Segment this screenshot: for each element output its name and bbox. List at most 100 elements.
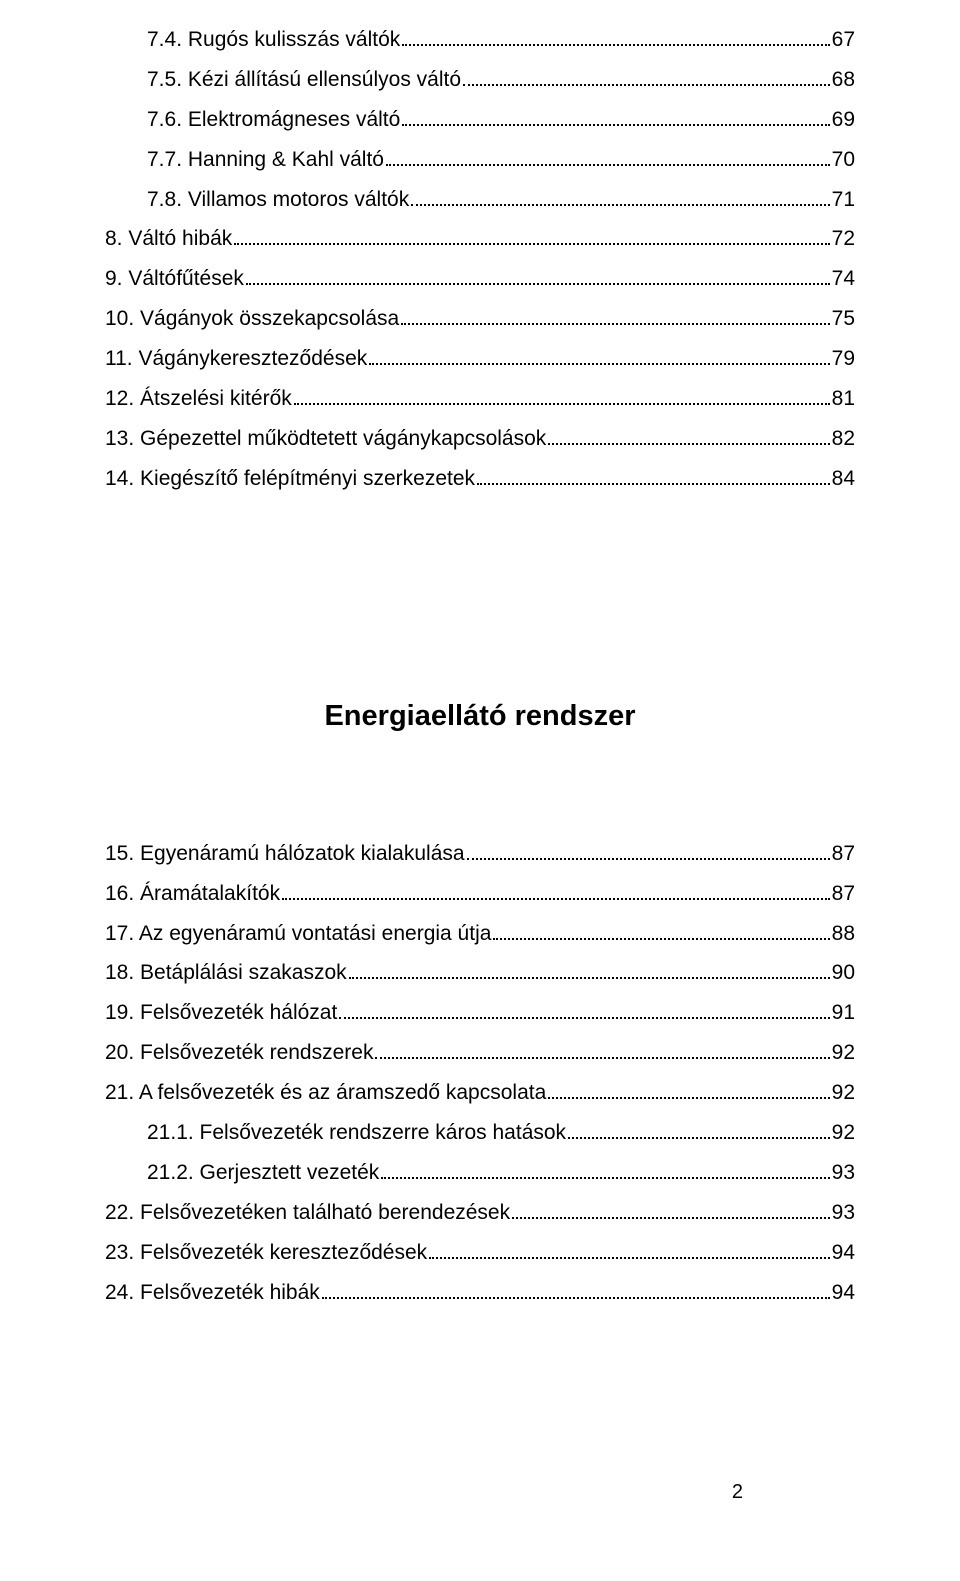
- toc-entry-page: 75: [832, 299, 855, 339]
- toc-leader-dots: [381, 1158, 829, 1179]
- toc-entry: 24. Felsővezeték hibák 94: [105, 1273, 855, 1313]
- toc-entry-page: 87: [832, 834, 855, 874]
- page: { "toc_top": [ { "indent": 1, "label": "…: [105, 20, 855, 1541]
- toc-entry-label: 7.5. Kézi állítású ellensúlyos váltó: [147, 60, 461, 100]
- toc-entry-page: 91: [832, 993, 855, 1033]
- toc-entry-label: 22. Felsővezetéken található berendezése…: [105, 1193, 510, 1233]
- toc-entry: 18. Betáplálási szakaszok 90: [105, 953, 855, 993]
- toc-entry-page: 92: [832, 1113, 855, 1153]
- toc-entry-label: 16. Áramátalakítók: [105, 874, 280, 914]
- section-heading: Energiaellátó rendszer: [105, 689, 855, 744]
- toc-entry-page: 81: [832, 379, 855, 419]
- toc-entry-label: 13. Gépezettel működtetett vágánykapcsol…: [105, 419, 546, 459]
- toc-entry-page: 93: [832, 1153, 855, 1193]
- toc-section-top: 7.4. Rugós kulisszás váltók677.5. Kézi á…: [105, 20, 855, 499]
- toc-entry-label: 15. Egyenáramú hálózatok kialakulása: [105, 834, 465, 874]
- toc-entry-label: 7.4. Rugós kulisszás váltók: [147, 20, 400, 60]
- toc-entry-label: 14. Kiegészítő felépítményi szerkezetek: [105, 459, 475, 499]
- toc-entry-label: 7.8. Villamos motoros váltók: [147, 180, 409, 220]
- toc-entry: 17. Az egyenáramú vontatási energia útja…: [105, 914, 855, 954]
- toc-entry-label: 7.6. Elektromágneses váltó: [147, 100, 400, 140]
- toc-entry: 13. Gépezettel működtetett vágánykapcsol…: [105, 419, 855, 459]
- toc-entry-label: 8. Váltó hibák: [105, 219, 232, 259]
- toc-leader-dots: [548, 1078, 829, 1099]
- page-number: 2: [732, 1473, 743, 1511]
- toc-leader-dots: [429, 1238, 829, 1259]
- toc-entry-label: 17. Az egyenáramú vontatási energia útja: [105, 914, 491, 954]
- toc-entry-label: 9. Váltófűtések: [105, 259, 244, 299]
- toc-entry: 8. Váltó hibák 72: [105, 219, 855, 259]
- toc-leader-dots: [322, 1278, 830, 1299]
- toc-leader-dots: [512, 1198, 830, 1219]
- toc-entry-label: 21.1. Felsővezeték rendszerre káros hatá…: [147, 1113, 566, 1153]
- toc-leader-dots: [463, 65, 830, 86]
- toc-entry-page: 87: [832, 874, 855, 914]
- toc-entry-label: 12. Átszelési kitérők: [105, 379, 292, 419]
- toc-leader-dots: [411, 185, 829, 206]
- toc-entry: 9. Váltófűtések 74: [105, 259, 855, 299]
- toc-entry-page: 69: [832, 100, 855, 140]
- toc-entry: 7.4. Rugós kulisszás váltók 67: [105, 20, 855, 60]
- toc-leader-dots: [548, 424, 829, 445]
- toc-entry-page: 94: [832, 1273, 855, 1313]
- toc-entry-label: 23. Felsővezeték kereszteződések: [105, 1233, 427, 1273]
- toc-entry: 21.2. Gerjesztett vezeték 93: [105, 1153, 855, 1193]
- toc-section-bottom: 15. Egyenáramú hálózatok kialakulása8716…: [105, 834, 855, 1313]
- toc-entry: 7.5. Kézi állítású ellensúlyos váltó 68: [105, 60, 855, 100]
- toc-entry-page: 79: [832, 339, 855, 379]
- toc-entry-page: 94: [832, 1233, 855, 1273]
- toc-leader-dots: [493, 919, 829, 940]
- toc-entry-label: 7.7. Hanning & Kahl váltó: [147, 140, 384, 180]
- toc-leader-dots: [401, 304, 829, 325]
- toc-entry: 7.8. Villamos motoros váltók 71: [105, 180, 855, 220]
- toc-entry: 12. Átszelési kitérők 81: [105, 379, 855, 419]
- toc-entry-page: 82: [832, 419, 855, 459]
- toc-entry-page: 92: [832, 1033, 855, 1073]
- toc-entry: 15. Egyenáramú hálózatok kialakulása 87: [105, 834, 855, 874]
- toc-entry-page: 74: [832, 259, 855, 299]
- toc-entry-page: 68: [832, 60, 855, 100]
- toc-leader-dots: [386, 145, 830, 166]
- toc-entry: 21.1. Felsővezeték rendszerre káros hatá…: [105, 1113, 855, 1153]
- toc-entry-label: 19. Felsővezeték hálózat: [105, 993, 337, 1033]
- toc-leader-dots: [402, 25, 829, 46]
- toc-entry: 7.6. Elektromágneses váltó 69: [105, 100, 855, 140]
- toc-leader-dots: [568, 1118, 830, 1139]
- toc-entry-label: 11. Vágánykereszteződések: [105, 339, 367, 379]
- toc-entry-page: 92: [832, 1073, 855, 1113]
- toc-entry: 16. Áramátalakítók 87: [105, 874, 855, 914]
- toc-leader-dots: [477, 464, 830, 485]
- toc-entry-label: 24. Felsővezeték hibák: [105, 1273, 320, 1313]
- toc-entry: 10. Vágányok összekapcsolása 75: [105, 299, 855, 339]
- toc-entry-label: 21. A felsővezeték és az áramszedő kapcs…: [105, 1073, 546, 1113]
- toc-leader-dots: [294, 384, 830, 405]
- toc-entry-page: 93: [832, 1193, 855, 1233]
- toc-entry: 21. A felsővezeték és az áramszedő kapcs…: [105, 1073, 855, 1113]
- toc-entry-label: 21.2. Gerjesztett vezeték: [147, 1153, 379, 1193]
- toc-entry: 22. Felsővezetéken található berendezése…: [105, 1193, 855, 1233]
- toc-leader-dots: [339, 998, 829, 1019]
- toc-leader-dots: [369, 344, 829, 365]
- toc-entry-label: 18. Betáplálási szakaszok: [105, 953, 347, 993]
- toc-leader-dots: [282, 879, 830, 900]
- toc-entry-page: 70: [832, 140, 855, 180]
- toc-leader-dots: [467, 839, 830, 860]
- toc-entry-page: 90: [832, 953, 855, 993]
- toc-leader-dots: [234, 225, 829, 246]
- toc-entry-page: 84: [832, 459, 855, 499]
- toc-entry: 20. Felsővezeték rendszerek 92: [105, 1033, 855, 1073]
- toc-entry-page: 88: [832, 914, 855, 954]
- toc-leader-dots: [246, 264, 830, 285]
- toc-entry-page: 72: [832, 219, 855, 259]
- toc-leader-dots: [402, 105, 829, 126]
- toc-entry-page: 71: [832, 180, 855, 220]
- toc-entry: 23. Felsővezeték kereszteződések 94: [105, 1233, 855, 1273]
- toc-entry: 14. Kiegészítő felépítményi szerkezetek 8…: [105, 459, 855, 499]
- toc-entry: 11. Vágánykereszteződések 79: [105, 339, 855, 379]
- toc-entry-label: 10. Vágányok összekapcsolása: [105, 299, 399, 339]
- toc-entry: 7.7. Hanning & Kahl váltó 70: [105, 140, 855, 180]
- toc-entry: 19. Felsővezeték hálózat 91: [105, 993, 855, 1033]
- toc-leader-dots: [349, 959, 830, 980]
- toc-entry-page: 67: [832, 20, 855, 60]
- toc-entry-label: 20. Felsővezeték rendszerek: [105, 1033, 373, 1073]
